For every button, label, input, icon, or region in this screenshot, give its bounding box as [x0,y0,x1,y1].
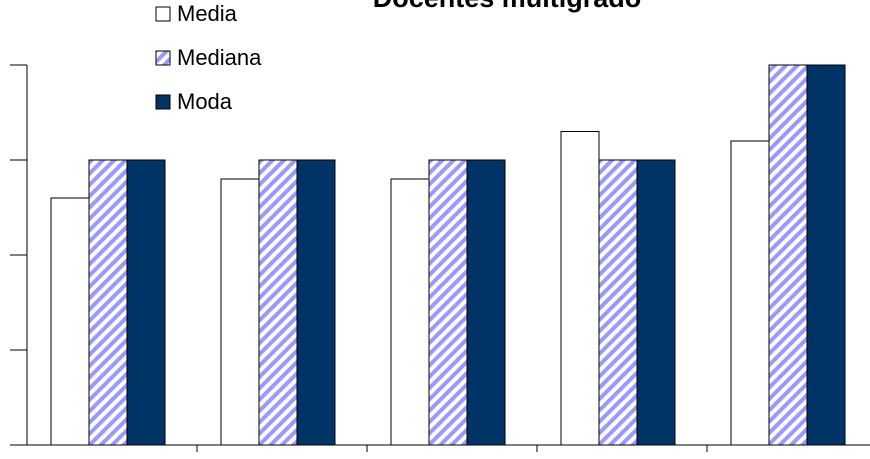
bar [126,159,166,446]
bar [560,131,600,446]
bar [296,159,336,446]
bar [428,159,468,446]
bar [636,159,676,446]
legend-swatch [155,6,171,22]
bar [806,64,846,446]
legend-label: Mediana [177,45,262,70]
legend-label: Moda [177,89,233,114]
bar [768,64,808,446]
bar [466,159,506,446]
legend-swatch [155,94,171,110]
bar [50,197,90,446]
bar [730,140,770,446]
bar [390,178,430,446]
legend-swatch [155,50,171,66]
bar [220,178,260,446]
bar [598,159,638,446]
bar [258,159,298,446]
chart-title: Docentes multigrado [373,0,642,13]
legend-label: Media [177,1,238,26]
bar [88,159,128,446]
